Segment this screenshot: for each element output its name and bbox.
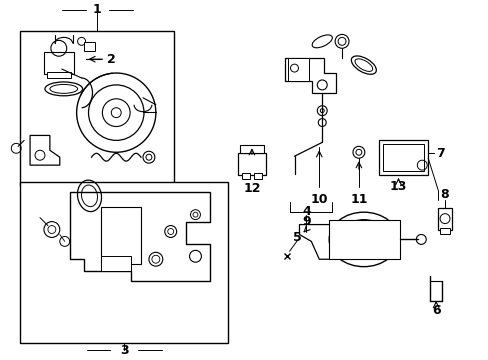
Text: 7: 7 [435, 147, 444, 160]
Bar [20, 31, 173, 185]
Bar [437, 208, 451, 230]
Bar [240, 145, 263, 153]
Bar [328, 220, 400, 259]
Text: 9: 9 [302, 215, 310, 228]
Text: 2: 2 [107, 53, 116, 66]
Bar [439, 228, 449, 234]
Text: 6: 6 [431, 304, 440, 317]
Text: 5: 5 [292, 231, 301, 244]
Bar [101, 207, 141, 264]
Text: 3: 3 [120, 344, 128, 357]
Bar [382, 144, 424, 171]
Bar [83, 42, 95, 51]
Text: 1: 1 [93, 3, 102, 16]
Text: 10: 10 [310, 193, 327, 206]
Bar [253, 173, 261, 179]
Bar [378, 140, 427, 175]
Bar [47, 72, 71, 78]
Bar [238, 153, 265, 175]
Bar [287, 58, 309, 81]
Text: 8: 8 [440, 188, 448, 201]
Text: 12: 12 [243, 183, 260, 195]
Bar [242, 173, 249, 179]
Bar [20, 182, 228, 343]
Bar [101, 256, 131, 271]
Text: 11: 11 [349, 193, 367, 206]
Bar [44, 52, 74, 74]
Text: 4: 4 [302, 205, 310, 218]
Text: 13: 13 [389, 180, 407, 193]
